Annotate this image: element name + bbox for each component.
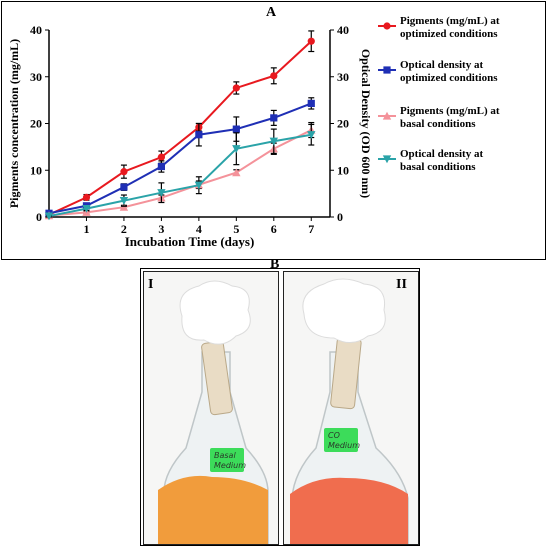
data-point <box>382 111 392 120</box>
series-line <box>48 133 312 218</box>
cotton-plug-top <box>179 280 251 345</box>
legend-label: Optical density at <box>400 59 483 71</box>
y-left-tick-label: 30 <box>30 70 42 84</box>
legend-label: optimized conditions <box>400 72 498 84</box>
flask-photo: Basal Medium I CO Medium II <box>140 268 420 546</box>
legend-label: optimized conditions <box>400 28 498 40</box>
data-point <box>383 66 391 74</box>
data-point <box>195 131 203 139</box>
flask-label-tag <box>324 428 358 452</box>
y-left-tick-label: 0 <box>36 210 42 224</box>
cotton-plug-top <box>302 278 386 343</box>
data-point <box>232 125 240 133</box>
data-point <box>232 145 241 153</box>
photo-label-ii: II <box>396 277 407 292</box>
data-point <box>307 37 315 45</box>
panel-a-label: A <box>266 5 277 20</box>
flask-photo-co: CO Medium II <box>283 271 419 545</box>
x-tick-label: 3 <box>158 222 164 236</box>
series-line <box>48 129 312 217</box>
data-point <box>307 99 315 107</box>
flask-photo-basal: Basal Medium I <box>143 271 279 545</box>
series-line <box>48 102 312 215</box>
pigment-od-line-chart: 0 0 10 10 20 20 30 30 40 40 1 2 3 4 5 6 7 Incubation Time… <box>7 15 500 249</box>
legend-label: basal conditions <box>400 118 476 130</box>
basal-flask-illustration: Basal Medium <box>144 272 278 544</box>
flask-tag-line-1: CO <box>328 431 340 440</box>
series-0 <box>45 30 315 219</box>
axes-layer: 0 0 10 10 20 20 30 30 40 40 1 2 3 4 5 6 7 Incubation Time… <box>7 23 373 249</box>
data-point <box>44 212 54 221</box>
chart-panel-a: A 0 0 10 10 20 20 30 30 40 40 1 2 3 4 5 6 7 Incubation Ti… <box>0 0 549 262</box>
data-point <box>382 155 392 164</box>
flask-tag-line-1: Basal <box>214 451 236 460</box>
data-point <box>119 202 129 211</box>
data-point <box>269 137 278 146</box>
photo-label-i: I <box>148 277 154 292</box>
y-right-tick-label: 0 <box>337 210 343 224</box>
flask-label-tag <box>210 448 244 472</box>
x-tick-label: 5 <box>233 222 239 236</box>
y-right-tick-label: 10 <box>337 163 349 177</box>
data-point <box>270 72 278 80</box>
co-medium-liquid <box>290 477 408 544</box>
series-line <box>48 40 312 216</box>
x-tick-label: 1 <box>83 222 89 236</box>
series-layer <box>44 30 316 221</box>
data-point <box>307 131 316 139</box>
data-point <box>232 168 241 177</box>
chart-panel-frame <box>1 1 546 260</box>
flask-tag-line-2: Medium <box>214 461 246 470</box>
data-point <box>119 197 129 205</box>
x-axis-title: Incubation Time (days) <box>125 234 255 249</box>
data-point <box>120 183 128 191</box>
data-point <box>157 189 166 197</box>
x-tick-label: 4 <box>196 222 202 236</box>
data-point <box>82 204 91 213</box>
basal-medium-liquid <box>158 475 268 544</box>
legend-label: basal conditions <box>400 161 476 173</box>
data-point <box>157 162 165 171</box>
y-left-tick-label: 10 <box>30 163 42 177</box>
legend-label: Pigments (mg/mL) at <box>400 15 500 27</box>
data-point <box>194 181 204 190</box>
data-point <box>120 168 128 176</box>
y-right-tick-label: 30 <box>337 70 349 84</box>
co-flask-illustration: CO Medium <box>284 272 418 544</box>
panel-b-label: B <box>270 257 280 272</box>
data-point <box>157 153 165 161</box>
data-point <box>383 22 391 30</box>
data-point <box>232 84 240 92</box>
y-axis-left-title: Pigments concentration (mg/mL) <box>7 39 21 208</box>
flask-tag-line-2: Medium <box>328 441 360 450</box>
y-left-tick-label: 40 <box>30 23 42 37</box>
series-3 <box>44 123 316 221</box>
data-point <box>82 193 91 201</box>
y-axis-right-title: Optical Density (OD 600 nm) <box>359 49 373 198</box>
x-tick-label: 2 <box>121 222 127 236</box>
data-point <box>270 114 278 122</box>
y-right-tick-label: 40 <box>337 23 349 37</box>
y-right-tick-label: 20 <box>337 117 349 131</box>
x-tick-label: 7 <box>308 222 314 236</box>
x-tick-label: 6 <box>271 222 277 236</box>
y-left-tick-label: 20 <box>30 117 42 131</box>
legend-label: Pigments (mg/mL) at <box>400 105 500 117</box>
legend-label: Optical density at <box>400 148 483 160</box>
